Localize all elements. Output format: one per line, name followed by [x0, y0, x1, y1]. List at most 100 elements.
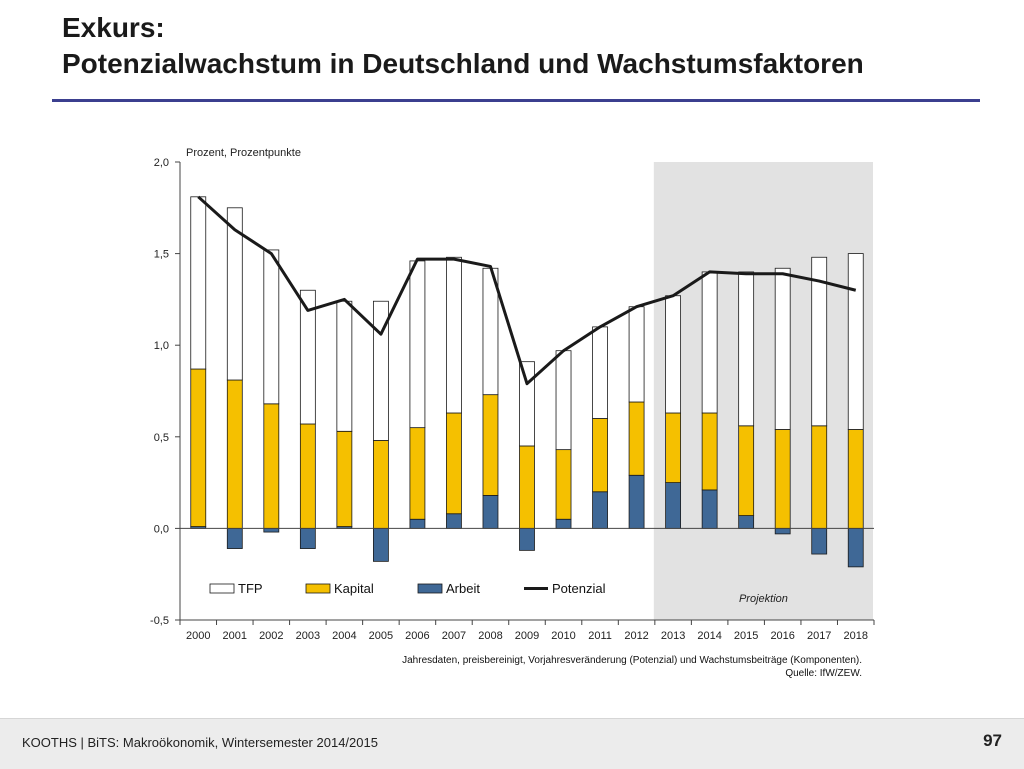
y-tick-label: 0,0	[154, 523, 169, 535]
x-tick-label: 2014	[697, 630, 721, 642]
bar-kapital-2008	[482, 394, 499, 496]
bar-tfp-2017	[811, 256, 828, 427]
x-tick-label: 2016	[770, 630, 794, 642]
x-tick-label: 2000	[186, 630, 210, 642]
bar-tfp-2016	[774, 267, 791, 430]
bar-arbeit-2008	[482, 495, 499, 529]
bar-arbeit-2013	[665, 482, 682, 529]
bar-kapital-2006	[409, 427, 426, 520]
y-tick-label: 1,0	[154, 340, 169, 352]
line-potenzial	[197, 195, 857, 386]
x-tick-label: 2002	[259, 630, 283, 642]
bar-arbeit-2001	[226, 528, 243, 549]
bar-kapital-2001	[226, 379, 243, 529]
bar-kapital-2016	[774, 429, 791, 529]
bar-tfp-2011	[592, 326, 608, 419]
x-tick-label: 2003	[296, 630, 320, 642]
x-tick-label: 2011	[588, 630, 612, 642]
legend-swatch-tfp	[209, 583, 235, 594]
bar-tfp-2004	[336, 300, 353, 432]
bar-arbeit-2011	[592, 491, 608, 529]
legend-label-tfp: TFP	[238, 581, 263, 596]
bar-arbeit-2014	[701, 489, 718, 529]
y-tick-label: 1,5	[154, 249, 169, 261]
bar-arbeit-2005	[372, 528, 389, 562]
x-tick-label: 2007	[442, 630, 466, 642]
bar-kapital-2014	[701, 412, 718, 491]
y-tick-label: 0,5	[154, 432, 169, 444]
bar-tfp-2013	[665, 295, 682, 414]
bar-kapital-2009	[519, 445, 535, 529]
projection-shading	[653, 162, 873, 620]
bar-tfp-2009	[519, 361, 535, 447]
projection-region: Projektion	[653, 162, 873, 620]
page-number: 97	[983, 731, 1002, 750]
bar-kapital-2011	[592, 418, 608, 493]
bar-kapital-2004	[336, 430, 353, 527]
bar-arbeit-2016	[774, 528, 791, 535]
x-tick-label: 2005	[369, 630, 393, 642]
potential-growth-chart: Projektion Prozent, Prozentpunkte -0,5 0,…	[150, 147, 875, 679]
legend-label-potenzial: Potenzial	[552, 581, 606, 596]
bar-arbeit-2009	[519, 528, 535, 551]
bar-arbeit-2012	[628, 474, 645, 529]
bar-tfp-2018	[847, 253, 864, 430]
bar-arbeit-2010	[555, 518, 572, 529]
bar-tfp-2012	[628, 306, 645, 403]
bar-kapital-2010	[555, 449, 572, 520]
chart-note: Jahresdaten, preisbereinigt, Vorjahresve…	[402, 655, 862, 666]
bar-kapital-2013	[665, 412, 682, 484]
legend-label-kapital: Kapital	[334, 581, 374, 596]
x-tick-label: 2009	[515, 630, 539, 642]
bar-tfp-2015	[738, 271, 755, 427]
footer-bar	[0, 718, 1024, 769]
slide-title-line-1: Exkurs:	[62, 12, 165, 43]
bar-kapital-2017	[811, 425, 828, 529]
legend-swatch-kapital	[305, 583, 331, 594]
bar-arbeit-2018	[847, 528, 864, 568]
bar-tfp-2001	[226, 207, 243, 381]
bar-tfp-2010	[555, 350, 572, 451]
x-tick-label: 2013	[661, 630, 685, 642]
chart-source: Quelle: IfW/ZEW.	[785, 668, 862, 679]
bar-tfp-2002	[263, 249, 280, 405]
chart-legend: TFP Kapital Arbeit Potenzial	[209, 581, 606, 596]
slide-title: Exkurs: Potenzialwachstum in Deutschland…	[62, 10, 1002, 82]
bar-kapital-2003	[299, 423, 316, 529]
bar-arbeit-2015	[738, 515, 755, 529]
bar-arbeit-2017	[811, 528, 828, 555]
x-tick-label: 2004	[332, 630, 356, 642]
y-tick-label: -0,5	[150, 615, 169, 627]
bar-kapital-2005	[372, 440, 389, 529]
x-tick-label: 2008	[478, 630, 502, 642]
x-tick-label: 2015	[734, 630, 758, 642]
bar-arbeit-2006	[409, 518, 426, 529]
x-tick-label: 2006	[405, 630, 429, 642]
legend-label-arbeit: Arbeit	[446, 581, 480, 596]
bar-tfp-2014	[701, 271, 718, 414]
bar-arbeit-2002	[263, 528, 280, 533]
y-tick-label: 2,0	[154, 157, 169, 169]
x-tick-label: 2010	[551, 630, 575, 642]
axes: Prozent, Prozentpunkte -0,5 0,0 0,5 1,0 1,5 2…	[150, 147, 875, 642]
bar-tfp-2000	[190, 196, 207, 370]
bar-tfp-2003	[299, 289, 316, 425]
slide-title-line-2: Potenzialwachstum in Deutschland und Wac…	[62, 48, 864, 79]
bar-tfp-2006	[409, 260, 426, 429]
footer-text: KOOTHS | BiTS: Makroökonomik, Winterseme…	[22, 735, 378, 750]
bars-layer	[190, 196, 864, 568]
bar-kapital-2002	[263, 403, 280, 529]
projection-label: Projektion	[739, 593, 788, 605]
title-divider	[52, 99, 980, 102]
line-layer	[197, 195, 857, 386]
bar-tfp-2007	[446, 256, 462, 414]
bar-kapital-2012	[628, 401, 645, 476]
x-tick-label: 2017	[807, 630, 831, 642]
bar-kapital-2015	[738, 425, 755, 516]
x-tick-label: 2012	[624, 630, 648, 642]
bar-arbeit-2007	[446, 513, 462, 529]
bar-kapital-2007	[446, 412, 462, 515]
y-axis-unit-label: Prozent, Prozentpunkte	[186, 147, 301, 159]
bar-kapital-2018	[847, 429, 864, 529]
bar-tfp-2005	[372, 300, 389, 441]
